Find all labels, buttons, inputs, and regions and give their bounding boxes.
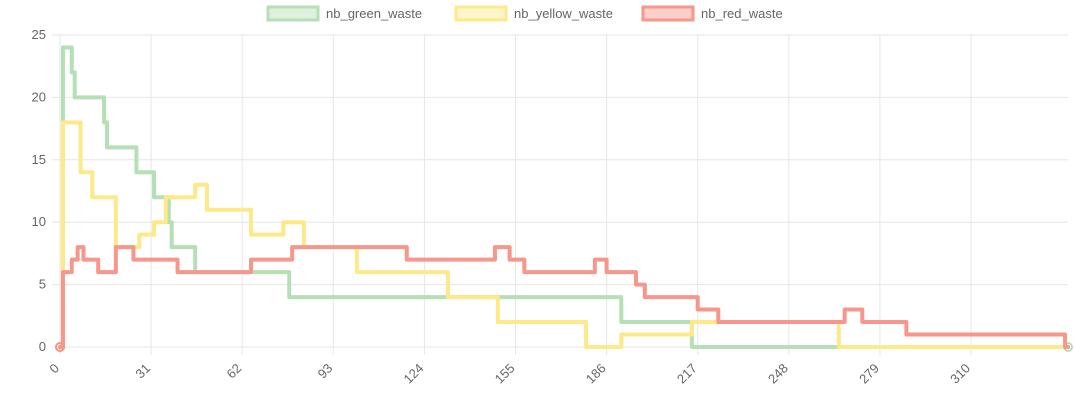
legend-swatch xyxy=(641,5,695,22)
legend-label: nb_red_waste xyxy=(701,6,783,21)
y-tick-label: 25 xyxy=(32,27,46,42)
x-tick-label: 124 xyxy=(401,361,427,387)
y-tick-label: 15 xyxy=(32,152,46,167)
y-tick-label: 20 xyxy=(32,89,46,104)
legend-item-nb_red_waste[interactable]: nb_red_waste xyxy=(641,5,783,22)
gridlines xyxy=(52,34,1068,355)
y-axis: 0 5 10 15 20 25 xyxy=(32,27,46,354)
y-tick-label: 0 xyxy=(39,339,46,354)
x-axis: 0 31 62 93 124 155 186 217 248 279 310 xyxy=(46,361,973,387)
x-tick-label: 31 xyxy=(132,361,153,382)
series-line-nb_red_waste xyxy=(58,245,1070,349)
x-tick-label: 248 xyxy=(765,361,791,387)
x-tick-label: 93 xyxy=(315,361,336,382)
series-line-nb_yellow_waste xyxy=(58,120,1070,349)
legend: nb_green_waste nb_yellow_waste nb_red_wast… xyxy=(266,5,783,22)
y-tick-label: 10 xyxy=(32,214,46,229)
x-tick-label: 155 xyxy=(492,361,518,387)
x-tick-label: 217 xyxy=(674,361,700,387)
x-tick-label: 62 xyxy=(223,361,244,382)
legend-swatch xyxy=(454,5,508,22)
legend-label: nb_yellow_waste xyxy=(514,6,613,21)
y-tick-label: 5 xyxy=(39,277,46,292)
x-tick-label: 310 xyxy=(947,361,973,387)
x-tick-label: 279 xyxy=(856,361,882,387)
series-layer xyxy=(55,45,1073,352)
series-point-nb_red_waste xyxy=(55,342,65,352)
legend-item-nb_green_waste[interactable]: nb_green_waste xyxy=(266,5,422,22)
series-line-nb_green_waste xyxy=(58,45,1070,349)
legend-swatch xyxy=(266,5,320,22)
x-tick-label: 186 xyxy=(583,361,609,387)
x-tick-label: 0 xyxy=(46,361,62,377)
legend-label: nb_green_waste xyxy=(326,6,422,21)
legend-item-nb_yellow_waste[interactable]: nb_yellow_waste xyxy=(454,5,613,22)
